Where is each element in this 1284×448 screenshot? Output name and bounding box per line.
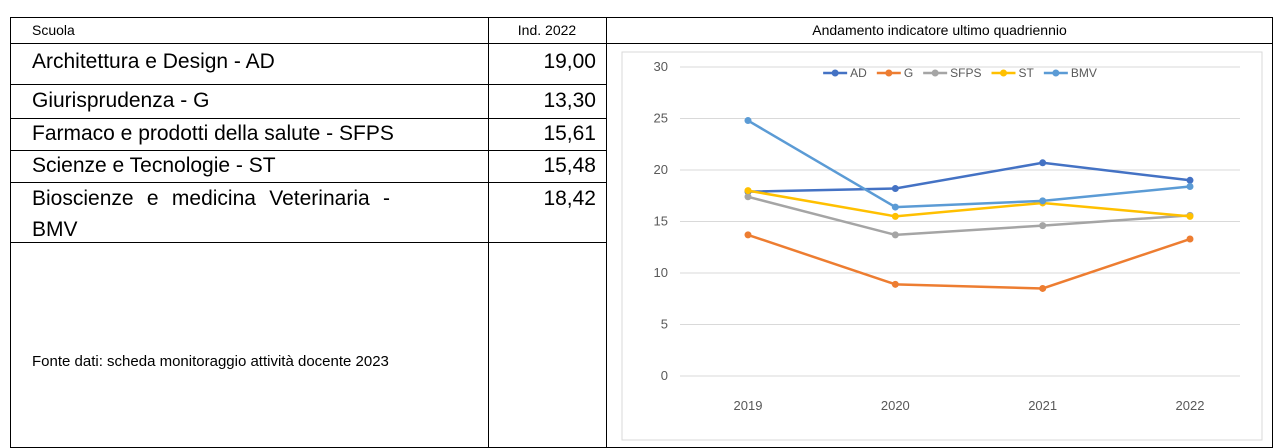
data-point xyxy=(744,117,752,125)
data-point xyxy=(744,193,752,201)
x-tick-label: 2021 xyxy=(1028,398,1057,413)
border xyxy=(10,242,606,243)
series-line xyxy=(747,233,1191,290)
border xyxy=(10,150,606,151)
header-cell: Ind. 2022 xyxy=(517,22,577,38)
legend-swatch xyxy=(1000,69,1007,77)
legend-swatch xyxy=(1052,69,1060,77)
data-point xyxy=(744,231,752,239)
border xyxy=(10,182,606,183)
data-point xyxy=(891,185,899,193)
y-tick-label: 0 xyxy=(661,368,668,383)
data-point xyxy=(1186,176,1194,184)
border xyxy=(10,17,1273,18)
data-point xyxy=(744,187,752,195)
cell: Scienze e Tecnologie - ST xyxy=(32,154,276,177)
data-point xyxy=(891,203,899,211)
y-tick-label: 25 xyxy=(654,111,668,126)
data-point xyxy=(1186,212,1194,220)
y-tick-label: 10 xyxy=(654,265,668,280)
border xyxy=(1272,17,1273,448)
legend-label: BMV xyxy=(1071,66,1097,80)
y-tick-label: 5 xyxy=(661,317,668,332)
data-point xyxy=(1039,159,1047,167)
y-tick-label: 30 xyxy=(654,59,668,74)
border xyxy=(10,118,606,119)
cell: 15,61 xyxy=(543,122,596,145)
border xyxy=(10,17,11,448)
data-point xyxy=(1039,197,1047,205)
x-tick-label: 2020 xyxy=(881,398,910,413)
header-cell: Scuola xyxy=(32,22,75,38)
border xyxy=(488,17,489,448)
data-point xyxy=(891,280,899,288)
legend-label: AD xyxy=(850,66,867,80)
data-point xyxy=(891,231,899,239)
series-line xyxy=(747,189,1191,218)
y-tick-label: 15 xyxy=(654,214,668,229)
data-point xyxy=(1186,182,1194,190)
header-cell: Andamento indicatore ultimo quadriennio xyxy=(812,22,1067,38)
border xyxy=(10,84,606,85)
cell: 15,48 xyxy=(543,154,596,177)
x-tick-label: 2019 xyxy=(734,398,763,413)
cell: 13,30 xyxy=(543,89,596,112)
data-point xyxy=(891,212,899,220)
y-tick-label: 20 xyxy=(654,162,668,177)
chart-frame xyxy=(621,51,1263,441)
border xyxy=(606,17,607,448)
border xyxy=(10,43,1273,44)
cell: 18,42 xyxy=(543,187,596,210)
data-point xyxy=(1186,235,1194,243)
cell: Bioscienze e medicina Veterinaria - BMV xyxy=(32,187,390,241)
cell: Giurisprudenza - G xyxy=(32,89,210,112)
legend-swatch xyxy=(931,69,939,77)
cell: Farmaco e prodotti della salute - SFPS xyxy=(32,122,394,145)
series-line xyxy=(747,119,1191,209)
x-tick-label: 2022 xyxy=(1176,398,1205,413)
data-point xyxy=(1039,222,1047,230)
legend: AD G SFPS ST BMV xyxy=(823,66,1097,80)
chart: 0 5 10 15 20 25 30 2019 2020 2021 2022 AD G SFPS ST BMV xyxy=(621,51,1263,441)
source-note: Fonte dati: scheda monitoraggio attività… xyxy=(32,353,389,370)
legend-label: ST xyxy=(1019,66,1035,80)
series-line xyxy=(747,161,1191,193)
legend-label: G xyxy=(904,66,913,80)
series-line xyxy=(747,195,1191,237)
cell: Architettura e Design - AD xyxy=(32,50,275,73)
cell: 19,00 xyxy=(543,50,596,73)
legend-swatch xyxy=(831,69,839,77)
legend-label: SFPS xyxy=(950,66,981,80)
data-point xyxy=(1039,284,1047,292)
legend-swatch xyxy=(885,69,893,77)
